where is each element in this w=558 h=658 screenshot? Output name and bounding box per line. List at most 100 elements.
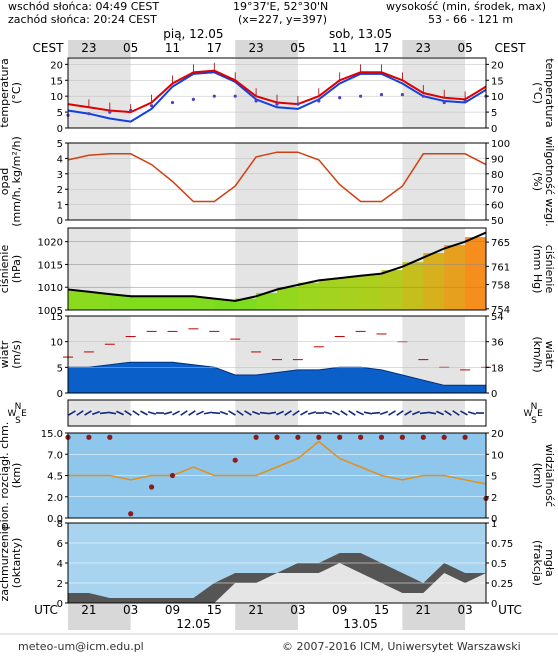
- tick-label: 2.0: [47, 493, 63, 504]
- top-hour-label: 23: [416, 41, 431, 55]
- wind-direction-arrow: [396, 410, 404, 416]
- tick-label: 36: [491, 338, 504, 349]
- bottom-day1-label: 12.05: [176, 617, 210, 631]
- top-axis-night: [68, 40, 131, 57]
- pressure-fill: [297, 282, 320, 310]
- tick-label: 5: [57, 139, 63, 150]
- tick-label: 10: [491, 450, 504, 461]
- tick-label: 20: [491, 429, 504, 440]
- wind-direction-arrow: [340, 410, 348, 416]
- tick-label: 1010: [38, 283, 63, 294]
- tick-label: 1015: [38, 260, 63, 271]
- wind-direction-arrow: [116, 410, 124, 416]
- tick-label: 10: [50, 92, 63, 103]
- cloud-depth-point: [399, 434, 405, 440]
- bottom-hour-label: 09: [165, 603, 180, 617]
- wind-direction-arrow: [91, 410, 101, 416]
- top-tz-right: CEST: [495, 41, 527, 55]
- compass-s: S: [531, 416, 537, 426]
- wind-direction-arrow: [388, 410, 396, 416]
- top-day2-label: sob, 13.05: [329, 27, 392, 41]
- humidity-line: [67, 151, 487, 203]
- axis-title: (km): [531, 463, 544, 489]
- axis-title: (km/h): [531, 336, 544, 372]
- wind-direction-arrow: [444, 410, 452, 416]
- bottom-hour-label: 21: [81, 603, 96, 617]
- tick-label: 758: [491, 281, 510, 292]
- dewpoint-point: [191, 97, 195, 101]
- cloud-depth-point: [316, 434, 322, 440]
- cloud-depth-point: [337, 434, 343, 440]
- axis-title: (km): [10, 463, 23, 489]
- wind-direction-arrow: [99, 411, 109, 415]
- axis-title: (hPa): [10, 255, 23, 283]
- wind-direction-arrow: [132, 410, 140, 416]
- wind-direction-arrow: [68, 410, 76, 416]
- tick-label: 0.0: [47, 514, 63, 525]
- bottom-hour-label: 03: [290, 603, 305, 617]
- bottom-day2-label: 13.05: [343, 617, 377, 631]
- wind-direction-arrow: [356, 410, 364, 416]
- axis-title: widzialność: [543, 444, 556, 507]
- wind-direction-arrow: [244, 410, 252, 416]
- dewpoint-point: [317, 99, 321, 103]
- wind-direction-arrow: [172, 410, 180, 416]
- tick-label: 0: [57, 124, 63, 135]
- tick-label: 2: [57, 185, 63, 196]
- wind-direction-arrow: [203, 411, 213, 415]
- tick-label: 90: [491, 154, 504, 165]
- dewpoint-point: [150, 104, 154, 108]
- bottom-tz-left: UTC: [34, 603, 58, 617]
- pressure-fill: [172, 296, 194, 310]
- dewpoint-point: [463, 99, 467, 103]
- dewpoint-point: [296, 102, 300, 106]
- pressure-fill: [88, 292, 111, 310]
- cloud-depth-point: [441, 434, 447, 440]
- footer-email: meteo-um@icm.edu.pl: [18, 640, 144, 653]
- bottom-hour-label: 21: [416, 603, 431, 617]
- coords-text: 19°37'E, 52°30'N: [233, 0, 329, 13]
- wind-direction-arrow: [284, 410, 292, 416]
- bottom-hour-label: 03: [457, 603, 472, 617]
- top-tz-left: CEST: [33, 41, 65, 55]
- axis-title: (%): [531, 172, 544, 191]
- axis-title: opad: [0, 168, 11, 195]
- wind-direction-arrow: [107, 411, 117, 415]
- cloud-depth-point: [420, 434, 426, 440]
- bottom-hour-label: 15: [374, 603, 389, 617]
- wind-direction-arrow: [84, 410, 92, 416]
- tick-label: 20: [50, 60, 63, 71]
- top-day1-label: pią, 12.05: [163, 27, 223, 41]
- dewpoint-point: [170, 100, 175, 105]
- bottom-axis-night: [402, 604, 466, 630]
- top-hour-label: 11: [165, 41, 180, 55]
- tick-label: 0: [491, 124, 497, 135]
- dewpoint-point: [379, 92, 384, 97]
- axis-title: wilgotność wzgl.: [543, 136, 556, 226]
- tick-label: 54: [491, 312, 504, 323]
- altitude-values: 53 - 66 - 121 m: [428, 13, 514, 26]
- night-band: [235, 58, 298, 128]
- wind-direction-arrow: [332, 410, 340, 416]
- compass-e: E: [21, 409, 27, 419]
- tick-label: 3: [57, 170, 63, 181]
- compass-n: N: [15, 402, 22, 412]
- tick-label: 50: [491, 216, 504, 227]
- tick-label: 18: [491, 363, 504, 374]
- cloud-depth-point: [358, 434, 364, 440]
- top-axis-night: [402, 40, 466, 57]
- pressure-fill: [444, 245, 466, 310]
- wind-direction-arrow: [427, 411, 437, 415]
- compass-w: W: [8, 409, 17, 419]
- tick-label: 761: [491, 262, 510, 273]
- panel-frame: [67, 399, 487, 427]
- top-hour-label: 05: [123, 41, 138, 55]
- axis-title: mgła: [543, 549, 556, 577]
- wind-direction-arrow: [236, 410, 244, 416]
- tick-label: 2: [491, 493, 497, 504]
- wind-direction-arrow: [323, 411, 333, 415]
- wind-direction-arrow: [371, 411, 381, 415]
- pressure-fill: [256, 292, 278, 310]
- tick-label: 70: [491, 185, 504, 196]
- tick-label: 0: [57, 389, 63, 400]
